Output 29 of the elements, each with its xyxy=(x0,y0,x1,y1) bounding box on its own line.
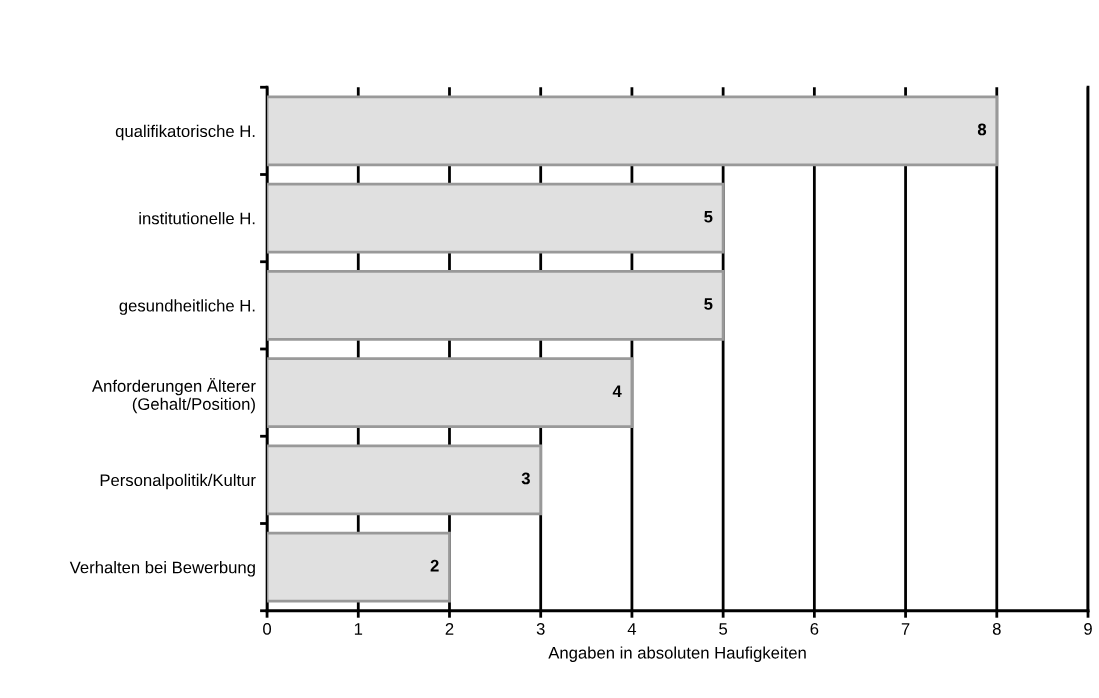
data-label: 5 xyxy=(704,298,713,310)
bar xyxy=(267,182,725,254)
x-tick-label: 9 xyxy=(1084,623,1092,635)
bar xyxy=(267,357,634,429)
x-tick-label: 1 xyxy=(354,623,363,635)
x-tick-label: 8 xyxy=(992,623,1001,635)
bar xyxy=(267,269,725,341)
x-tick-label: 7 xyxy=(901,623,910,635)
data-label: 4 xyxy=(612,385,622,397)
y-tick-label: Verhalten bei Bewerbung xyxy=(69,561,255,577)
bar xyxy=(267,531,451,603)
y-tick-label: Anforderungen Älterer (Gehalt/Position) xyxy=(92,377,256,414)
x-tick-label: 5 xyxy=(719,623,728,635)
x-tick-label: 0 xyxy=(263,623,272,635)
x-tick-label: 3 xyxy=(536,623,545,635)
data-label: 3 xyxy=(521,472,530,485)
y-tick-label: Personalpolitik/Kultur xyxy=(100,473,256,490)
data-label: 8 xyxy=(977,123,987,136)
y-tick-label: gesundheitliche H. xyxy=(119,299,255,315)
data-label: 5 xyxy=(704,210,713,223)
x-tick-label: 6 xyxy=(810,623,819,635)
bar xyxy=(267,95,999,167)
x-tick-label: 4 xyxy=(627,623,637,635)
x-axis-title: Angaben in absoluten Haufigkeiten xyxy=(548,646,806,662)
x-tick-label: 2 xyxy=(445,623,454,635)
y-tick-label: institutionelle H. xyxy=(139,212,255,225)
bar xyxy=(267,444,543,516)
data-label: 2 xyxy=(430,559,439,572)
y-tick-label: qualifikatorische H. xyxy=(115,124,255,141)
